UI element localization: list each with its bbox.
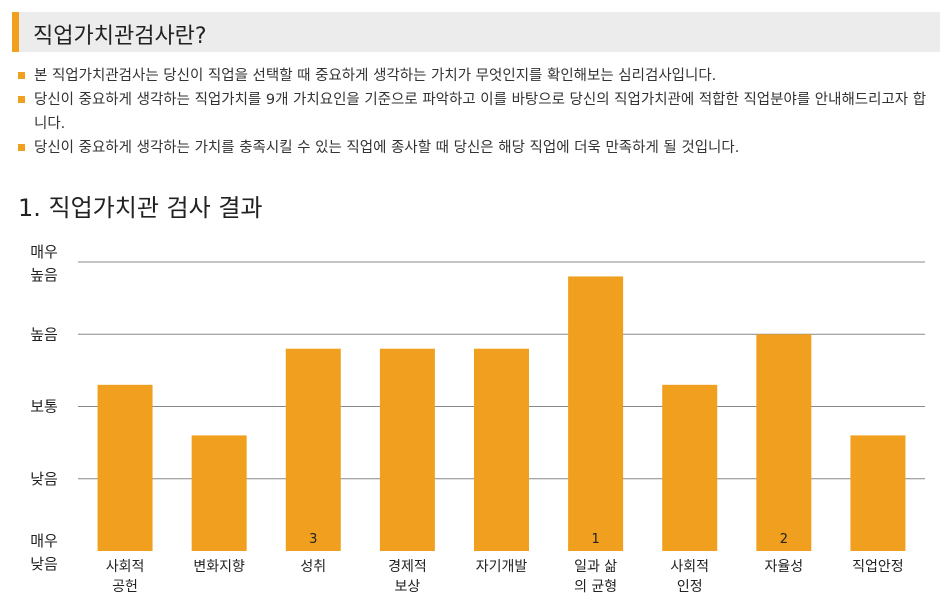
description-list: 본 직업가치관검사는 당신이 직업을 선택할 때 중요하게 생각하는 가치가 무… — [18, 64, 938, 160]
bar — [662, 384, 718, 551]
description-item: 본 직업가치관검사는 당신이 직업을 선택할 때 중요하게 생각하는 가치가 무… — [18, 64, 938, 88]
x-tick-label: 변화지향 — [193, 559, 245, 575]
title-bar: 직업가치관검사란? — [12, 12, 940, 52]
x-tick-label: 자율성 — [765, 559, 804, 575]
bar — [850, 435, 906, 551]
bar — [379, 348, 435, 551]
rank-label: 3 — [309, 532, 317, 547]
description-item: 당신이 중요하게 생각하는 가치를 충족시킬 수 있는 직업에 종사할 때 당신… — [18, 136, 938, 160]
y-tick-label: 낮음 — [30, 470, 58, 488]
y-tick-label: 매우 낮음 — [30, 532, 58, 573]
y-tick-label: 보통 — [30, 398, 58, 416]
x-tick-label: 성취 — [300, 559, 326, 575]
y-tick-label: 높음 — [30, 325, 58, 343]
bar — [474, 348, 529, 551]
x-tick-label: 경제적 보상 — [388, 559, 427, 595]
page-title: 직업가치관검사란? — [33, 24, 207, 49]
x-tick-label: 사회적 인정 — [670, 559, 709, 595]
bar — [191, 435, 247, 551]
y-tick-label: 매우 높음 — [30, 243, 58, 284]
bar — [97, 384, 153, 551]
x-tick-label: 사회적 공헌 — [106, 559, 145, 595]
bar — [285, 348, 341, 551]
bar — [756, 334, 812, 551]
rank-label: 2 — [780, 532, 788, 547]
section-title: 1. 직업가치관 검사 결과 — [18, 194, 263, 222]
bar — [568, 276, 624, 551]
x-tick-label: 자기개발 — [476, 559, 528, 575]
rank-label: 1 — [591, 532, 599, 547]
x-tick-label: 직업안정 — [852, 559, 904, 575]
description-item: 당신이 중요하게 생각하는 직업가치를 9개 가치요인을 기준으로 파악하고 이… — [18, 88, 938, 136]
